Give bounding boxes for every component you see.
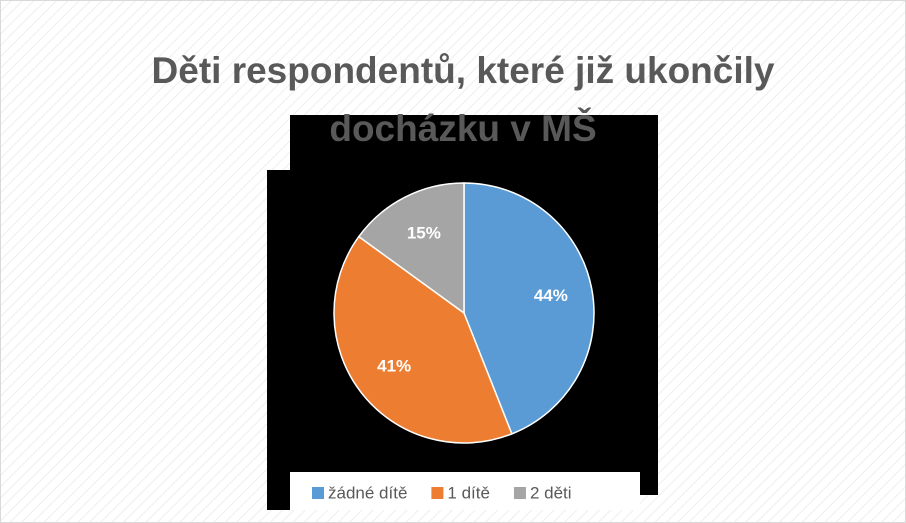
legend-label: 2 děti bbox=[530, 483, 572, 502]
legend: žádné dítě 1 dítě 2 děti bbox=[312, 483, 572, 502]
legend-swatch bbox=[312, 487, 324, 499]
data-label: 41% bbox=[377, 357, 411, 376]
pie: 44% 41% 15% bbox=[333, 182, 595, 444]
chart-title: Děti respondentů, které již ukončily doc… bbox=[151, 50, 775, 149]
legend-box bbox=[290, 472, 640, 510]
pie-slice bbox=[463, 182, 595, 435]
pie-slice bbox=[357, 182, 465, 315]
legend-label: 1 dítě bbox=[447, 483, 490, 502]
legend-swatch bbox=[431, 487, 444, 499]
data-label: 15% bbox=[407, 224, 441, 243]
legend-swatch bbox=[513, 487, 526, 499]
data-label: 44% bbox=[534, 286, 568, 305]
legend-label: žádné dítě bbox=[328, 483, 407, 502]
pie-slice bbox=[333, 235, 513, 444]
